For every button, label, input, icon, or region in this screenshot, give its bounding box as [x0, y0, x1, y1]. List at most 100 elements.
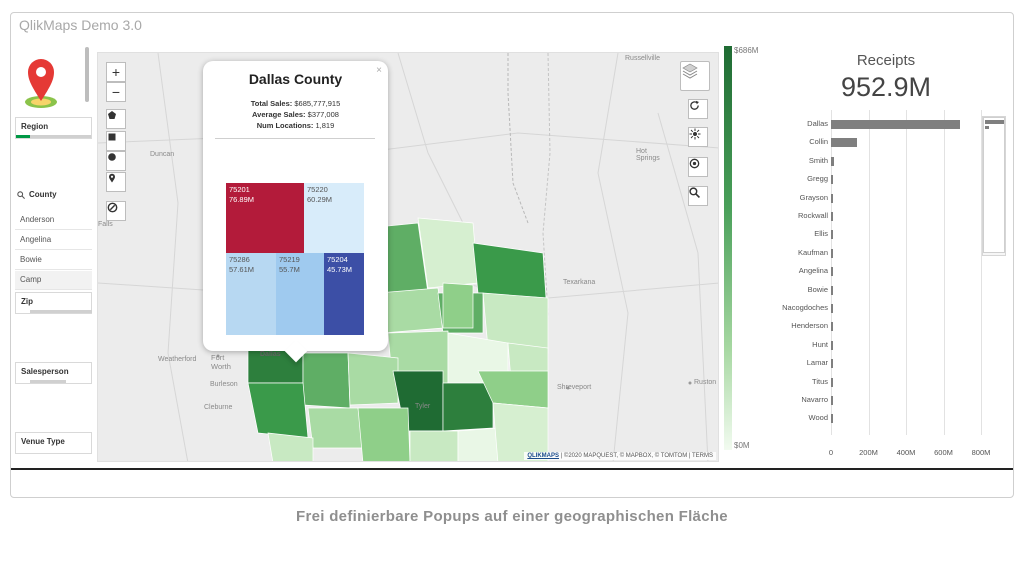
receipts-bar[interactable]	[831, 175, 833, 185]
bar-category-label[interactable]: Angelina	[798, 266, 828, 276]
place-label: Dallas	[260, 351, 281, 358]
bar-category-label[interactable]: Gregg	[807, 174, 828, 184]
bar-category-label[interactable]: Grayson	[799, 192, 828, 202]
zoom-in-button[interactable]: +	[106, 62, 126, 82]
region-filter[interactable]: Region	[15, 117, 92, 139]
treemap-tile[interactable]: 75220 60.29M	[304, 183, 364, 253]
county-item[interactable]: Bowie	[15, 251, 92, 270]
receipts-bar[interactable]	[831, 156, 834, 166]
bar-category-label[interactable]: Kaufman	[797, 247, 828, 257]
salesperson-filter-bar	[30, 380, 66, 383]
map-view[interactable]: Russellville Duncan Hot Springs Texarkan…	[97, 52, 719, 462]
region-filter-selection	[16, 135, 30, 138]
map-search-button[interactable]	[688, 186, 708, 206]
popup-total-sales: Total Sales: $685,777,915	[203, 99, 388, 108]
popup-close-button[interactable]: ×	[376, 65, 382, 76]
bar-category-label[interactable]: Hunt	[812, 339, 828, 349]
region-filter-bar	[16, 135, 91, 138]
place-marker-button[interactable]	[106, 172, 126, 192]
zip-filter-bar	[30, 310, 92, 313]
draw-polygon-button[interactable]	[106, 109, 126, 129]
refresh-button[interactable]	[688, 99, 708, 119]
popup-num-locations: Num Locations: 1,819	[203, 121, 388, 130]
filter-scrollbar[interactable]	[85, 47, 89, 102]
receipts-bar[interactable]	[831, 414, 833, 424]
place-label: Cleburne	[204, 404, 233, 411]
receipts-bar[interactable]	[831, 359, 833, 369]
receipts-bar[interactable]	[831, 193, 833, 203]
clear-selection-button[interactable]	[106, 201, 126, 221]
attribution-brand[interactable]: QLIKMAPS	[527, 453, 560, 459]
num-locations-value: 1,819	[315, 121, 335, 130]
x-gridline	[981, 110, 982, 435]
bar-category-label[interactable]: Collin	[809, 137, 828, 147]
bar-category-label[interactable]: Rockwall	[797, 211, 828, 220]
layers-button[interactable]	[680, 61, 710, 91]
receipts-bar[interactable]	[831, 340, 833, 350]
treemap-tile[interactable]: 75286 57.61M	[226, 253, 276, 335]
tile-zip: 75219	[279, 255, 300, 264]
minimap-bar	[985, 126, 989, 129]
popup-average-sales: Average Sales: $377,008	[203, 110, 388, 119]
receipts-bar[interactable]	[831, 138, 857, 148]
draw-circle-button[interactable]	[106, 151, 126, 171]
receipts-bar[interactable]	[831, 322, 833, 332]
bar-category-label[interactable]: Navarro	[801, 395, 828, 404]
map-attribution[interactable]: QLIKMAPS | ©2020 MAPQUEST, © MAPBOX, © T…	[524, 452, 716, 460]
marker-icon	[109, 173, 115, 183]
bar-category-label[interactable]: Lamar	[806, 358, 828, 368]
total-sales-value: $685,777,915	[294, 99, 341, 108]
treemap-tile[interactable]: 75204 45.73M	[324, 253, 364, 335]
chart-minimap-scrollbar[interactable]	[982, 116, 1006, 256]
legend-max-label: $686M	[734, 46, 759, 55]
bar-category-label[interactable]: Nacogdoches	[782, 303, 828, 312]
zoom-out-button[interactable]: −	[106, 82, 126, 102]
county-item[interactable]: Camp	[15, 271, 92, 290]
venue-type-filter[interactable]: Venue Type	[15, 432, 92, 454]
bar-category-label[interactable]: Dallas	[807, 119, 828, 128]
locate-button[interactable]	[688, 157, 708, 177]
bar-category-label[interactable]: Titus	[812, 376, 828, 386]
tile-zip: 75201	[229, 185, 250, 194]
draw-rectangle-button[interactable]	[106, 131, 126, 151]
receipts-title: Receipts	[856, 52, 916, 69]
tile-value: 55.7M	[279, 265, 300, 274]
choropleth-layer	[98, 53, 718, 461]
receipts-bar[interactable]	[831, 230, 833, 240]
county-filter-header[interactable]: County	[17, 190, 57, 199]
treemap-tile[interactable]: 75201 76.89M	[226, 183, 304, 253]
bar-category-label[interactable]: Bowie	[807, 284, 828, 294]
receipts-bar[interactable]	[831, 396, 833, 405]
heatmap-button[interactable]	[688, 127, 708, 147]
circle-icon	[108, 153, 116, 161]
square-icon	[108, 133, 116, 141]
place-label: Russellville	[625, 55, 661, 62]
bar-category-label[interactable]: Smith	[808, 155, 828, 165]
receipts-bar[interactable]	[831, 304, 833, 313]
receipts-bar[interactable]	[831, 377, 833, 387]
place-label: Tyler	[415, 403, 431, 410]
average-sales-label: Average Sales:	[252, 110, 306, 119]
receipts-bar[interactable]	[831, 212, 833, 221]
zip-filter-label: Zip	[21, 297, 33, 306]
bar-category-label[interactable]: Wood	[808, 413, 828, 423]
x-gridline	[906, 110, 907, 435]
receipts-bar[interactable]	[831, 267, 833, 277]
refresh-icon	[690, 100, 699, 110]
receipts-bar[interactable]	[831, 285, 833, 295]
treemap-tile[interactable]: 75219 55.7M	[276, 253, 324, 335]
bar-category-label[interactable]: Henderson	[791, 321, 828, 331]
bar-category-label[interactable]: Ellis	[814, 229, 828, 239]
search-icon	[689, 187, 700, 198]
x-tick-label: 400M	[896, 448, 916, 457]
receipts-bar[interactable]	[831, 120, 960, 129]
receipts-bar[interactable]	[831, 248, 833, 258]
minimap-selection[interactable]	[983, 117, 1005, 253]
zip-filter[interactable]: Zip	[15, 292, 92, 314]
place-label: Burleson	[210, 381, 238, 388]
salesperson-filter[interactable]: Salesperson	[15, 362, 92, 384]
county-item[interactable]: Angelina	[15, 231, 92, 250]
salesperson-filter-label: Salesperson	[21, 367, 69, 376]
place-label: Weatherford	[158, 356, 197, 363]
county-item[interactable]: Anderson	[15, 211, 92, 230]
